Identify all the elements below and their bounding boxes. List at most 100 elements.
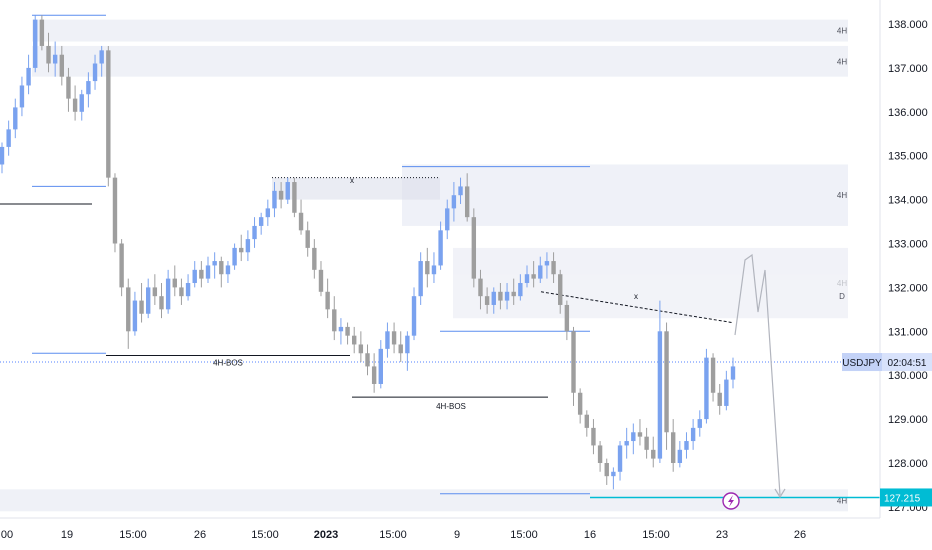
candle-body: [345, 326, 350, 336]
candle-body: [445, 208, 450, 231]
price-tick-label: 137.000: [888, 63, 928, 75]
candle: [225, 261, 231, 284]
time-tick-label: 19: [61, 529, 73, 541]
candle-body: [126, 287, 131, 332]
candle: [518, 274, 523, 301]
candle: [152, 274, 158, 305]
time-tick-label: 2023: [314, 529, 338, 541]
candle-body: [92, 63, 98, 82]
candle-body: [597, 445, 603, 463]
time-axis-background: [0, 518, 932, 550]
zone-box: [0, 489, 848, 512]
candle: [79, 89, 84, 121]
time-tick-label: 15:00: [510, 529, 538, 541]
candle: [524, 265, 530, 288]
candle-body: [710, 357, 716, 393]
candle: [199, 261, 204, 288]
candle-body: [624, 441, 629, 446]
candle-body: [611, 471, 616, 477]
candle: [458, 177, 463, 204]
candle-body: [617, 445, 623, 472]
candle: [577, 388, 583, 424]
candle: [185, 274, 191, 301]
candle: [139, 283, 144, 323]
candle: [571, 326, 576, 406]
candle-body: [46, 45, 51, 64]
candle: [258, 212, 264, 235]
price-tick-label: 129.000: [888, 414, 928, 426]
price-axis[interactable]: 138.000 137.000 136.000 135.000 134.000 133.0…: [879, 0, 932, 550]
candle: [298, 199, 304, 235]
candle: [358, 331, 364, 363]
candle: [637, 419, 643, 446]
candle-body: [651, 449, 656, 459]
candle-body: [219, 261, 224, 275]
candle: [464, 173, 470, 222]
candle-body: [371, 366, 377, 384]
candle-body: [292, 182, 297, 213]
current-price-tag[interactable]: USDJPY 02:04:51: [842, 353, 932, 372]
candle: [0, 142, 5, 174]
zone-box: [32, 19, 848, 42]
candle: [425, 247, 430, 288]
candle-body: [717, 392, 722, 406]
candle-body: [332, 309, 337, 332]
candle: [19, 76, 25, 117]
candle-body: [119, 243, 124, 288]
candle: [332, 296, 337, 341]
candle-body: [577, 392, 583, 415]
candle-body: [637, 432, 643, 437]
candle: [651, 436, 656, 468]
lightning-icon[interactable]: [722, 492, 740, 510]
candle: [239, 234, 244, 262]
candle: [165, 269, 171, 314]
candle-body: [584, 414, 589, 428]
candle: [52, 41, 58, 77]
candle: [338, 318, 344, 345]
candle: [33, 15, 38, 73]
candle: [66, 67, 71, 112]
candle: [112, 173, 118, 253]
supply-demand-zones: 4H4H4H4HD4H: [0, 19, 848, 512]
candle-body: [285, 182, 290, 200]
candle: [491, 287, 496, 314]
candle: [670, 419, 676, 472]
candle-body: [172, 278, 177, 288]
candle-body: [724, 379, 729, 406]
price-tick-label: 134.000: [888, 195, 928, 207]
candle-body: [59, 54, 65, 77]
candle-body: [551, 261, 556, 275]
candle-body: [451, 195, 457, 209]
candle: [232, 243, 237, 270]
candle-body: [398, 344, 403, 354]
candle: [272, 182, 277, 218]
candle: [418, 252, 423, 305]
candle: [92, 54, 98, 90]
time-tick-label: 15:00: [642, 529, 670, 541]
candle-body: [225, 265, 231, 275]
candle: [657, 300, 663, 463]
candle: [690, 419, 696, 450]
time-tick-label: 00: [1, 529, 13, 541]
candle-body: [278, 190, 284, 200]
candle-body: [664, 331, 669, 433]
target-price-tag: 127.215: [880, 488, 932, 507]
candle: [445, 199, 450, 240]
candle-body: [112, 177, 118, 244]
candle: [478, 269, 483, 310]
target-price-label: 127.215: [884, 493, 921, 504]
candle-body: [245, 239, 251, 253]
candle: [86, 72, 91, 108]
time-tick-label: 9: [454, 529, 460, 541]
candle: [265, 199, 271, 226]
zone-label: D: [839, 292, 845, 301]
time-axis[interactable]: 00 19 15:00 26 15:00 2023 15:00 9 15:00 16 15:00 23…: [0, 517, 932, 550]
candle-body: [159, 296, 164, 310]
candle-body: [139, 300, 144, 314]
price-tick-label: 133.000: [888, 239, 928, 251]
candle: [285, 177, 290, 204]
candle: [378, 340, 383, 389]
candle: [205, 256, 211, 284]
price-tick-label: 130.000: [888, 370, 928, 382]
